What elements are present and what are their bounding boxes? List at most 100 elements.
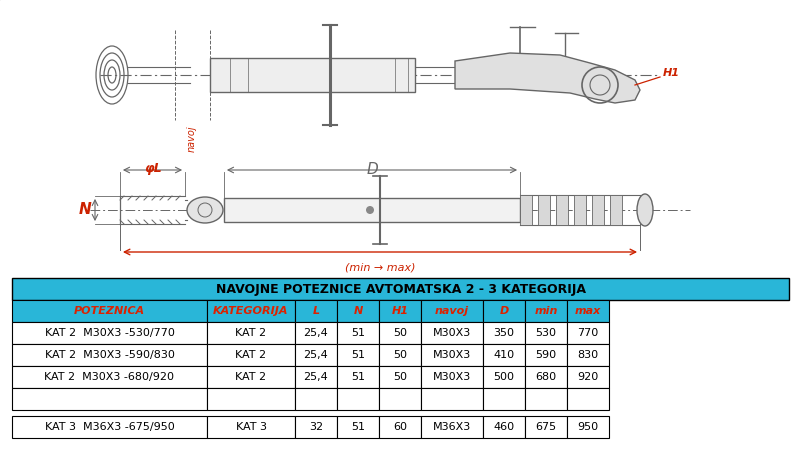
Bar [421, 416, 483, 438]
Bar [483, 344, 525, 366]
Text: M30X3: M30X3 [433, 350, 471, 360]
Bar [295, 344, 337, 366]
Text: NAVOJNE POTEZNICE AVTOMATSKA 2 - 3 KATEGORIJA: NAVOJNE POTEZNICE AVTOMATSKA 2 - 3 KATEG… [215, 283, 586, 296]
Bar [483, 416, 525, 438]
Bar [567, 300, 609, 322]
Text: 51: 51 [351, 328, 365, 338]
Text: N: N [354, 306, 362, 316]
Bar [567, 344, 609, 366]
Text: KAT 2  M30X3 -530/770: KAT 2 M30X3 -530/770 [45, 328, 174, 338]
Bar [483, 322, 525, 344]
Text: 25,4: 25,4 [304, 372, 328, 382]
Text: 25,4: 25,4 [304, 350, 328, 360]
Polygon shape [455, 53, 640, 103]
Text: H1: H1 [391, 306, 409, 316]
Bar [421, 388, 483, 410]
Text: 675: 675 [535, 422, 557, 432]
Bar [520, 195, 532, 225]
Text: 51: 51 [351, 372, 365, 382]
Text: KAT 2  M30X3 -590/830: KAT 2 M30X3 -590/830 [45, 350, 174, 360]
Text: KAT 2: KAT 2 [235, 372, 266, 382]
Text: KAT 2: KAT 2 [235, 328, 266, 338]
Bar [610, 195, 622, 225]
Bar [421, 344, 483, 366]
Bar [379, 388, 421, 410]
Bar [574, 195, 586, 225]
Text: 50: 50 [393, 328, 407, 338]
Bar [525, 388, 567, 410]
Text: min: min [534, 306, 558, 316]
Bar [295, 388, 337, 410]
Bar [207, 344, 295, 366]
Bar [379, 366, 421, 388]
Bar [12, 344, 207, 366]
Bar [592, 195, 604, 225]
Bar [295, 416, 337, 438]
Text: 920: 920 [578, 372, 598, 382]
Text: φL: φL [144, 162, 162, 175]
Bar [525, 322, 567, 344]
Circle shape [366, 206, 374, 214]
Text: M36X3: M36X3 [433, 422, 471, 432]
Text: KAT 2: KAT 2 [235, 350, 266, 360]
Bar [337, 366, 379, 388]
Bar [556, 195, 568, 225]
Text: KAT 3  M36X3 -675/950: KAT 3 M36X3 -675/950 [45, 422, 174, 432]
Bar [12, 416, 207, 438]
Text: 51: 51 [351, 350, 365, 360]
Bar [525, 366, 567, 388]
Bar [421, 366, 483, 388]
Bar [421, 300, 483, 322]
Bar [567, 388, 609, 410]
Bar [379, 300, 421, 322]
Bar [12, 278, 789, 300]
Text: M30X3: M30X3 [433, 372, 471, 382]
Text: KATEGORIJA: KATEGORIJA [214, 306, 289, 316]
Bar [379, 416, 421, 438]
Text: 25,4: 25,4 [304, 328, 328, 338]
Text: 350: 350 [494, 328, 514, 338]
Text: 530: 530 [535, 328, 557, 338]
Text: 830: 830 [578, 350, 598, 360]
Bar [295, 366, 337, 388]
Text: D: D [499, 306, 509, 316]
Bar [295, 322, 337, 344]
Text: navoj: navoj [435, 306, 469, 316]
Text: (min → max): (min → max) [345, 262, 415, 272]
Bar [483, 388, 525, 410]
Ellipse shape [187, 197, 223, 223]
Bar [525, 300, 567, 322]
Bar [525, 416, 567, 438]
Text: H1: H1 [663, 68, 680, 78]
Text: 950: 950 [578, 422, 598, 432]
Bar [421, 322, 483, 344]
Bar [337, 388, 379, 410]
Text: 770: 770 [578, 328, 598, 338]
Text: navoj: navoj [187, 125, 197, 152]
Ellipse shape [637, 194, 653, 226]
Bar [483, 300, 525, 322]
Bar [567, 416, 609, 438]
Text: max: max [575, 306, 601, 316]
Bar [12, 322, 207, 344]
Bar [337, 344, 379, 366]
Bar [207, 322, 295, 344]
Text: M30X3: M30X3 [433, 328, 471, 338]
Text: KAT 3: KAT 3 [235, 422, 266, 432]
Text: 410: 410 [494, 350, 514, 360]
Bar [210, 58, 415, 92]
Text: POTEZNICA: POTEZNICA [74, 306, 145, 316]
Bar [525, 344, 567, 366]
Text: 32: 32 [309, 422, 323, 432]
Text: N: N [78, 202, 91, 217]
Bar [12, 366, 207, 388]
Bar [337, 416, 379, 438]
Bar [567, 366, 609, 388]
Bar [379, 322, 421, 344]
Bar [207, 416, 295, 438]
Text: 51: 51 [351, 422, 365, 432]
Bar [337, 300, 379, 322]
Text: L: L [313, 306, 319, 316]
Bar [379, 344, 421, 366]
Text: 460: 460 [494, 422, 514, 432]
